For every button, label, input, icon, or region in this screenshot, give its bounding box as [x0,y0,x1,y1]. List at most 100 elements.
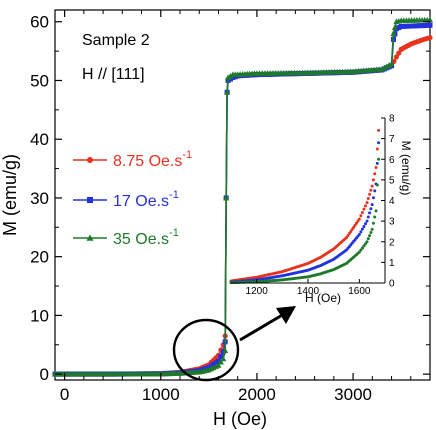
legend-label-exponent-1: -1 [169,189,179,201]
series-2-point-70 [225,74,232,80]
series-2-point-68 [223,194,230,201]
series-1-point-146 [419,23,425,29]
inset-y-axis-label: M (emu/g) [399,141,413,196]
inset-series-0-point-94 [368,192,372,196]
legend-label-0: 8.75 Oe.s-1 [113,149,192,170]
inset-series-2-point-94 [368,234,372,238]
series-1-point-139 [401,23,407,29]
inset-series-1-point-91 [363,222,367,226]
inset-series-1-point-89 [360,227,364,231]
inset-series-2-point-89 [360,246,364,250]
inset-series-2-point-92 [365,240,369,244]
inset-series-0-point-99 [374,166,378,169]
y-tick-label-4: 40 [30,130,49,149]
series-0-point-136 [396,50,402,56]
inset-series-1-point-87 [357,233,361,237]
inset-series-1-point-90 [362,224,366,228]
inset-series-1-point-97 [371,196,375,200]
legend-label-exponent-0: -1 [182,149,192,161]
series-1-point-148 [424,22,430,28]
legend-marker-2 [86,234,94,241]
legend-label-2: 35 Oe.s-1 [113,227,179,248]
series-2-point-64 [215,362,222,368]
inset-y-tick-label-8: 8 [389,114,395,125]
inset-series-1-point-88 [359,230,363,234]
legend-marker-0 [87,157,93,163]
x-tick-label-1: 1000 [142,385,180,404]
inset-series-0-point-89 [360,210,364,214]
x-axis-label: H (Oe) [213,409,267,429]
inset-series-1-point-101 [377,141,381,145]
y-tick-label-6: 60 [30,13,49,32]
series-2-point-71 [227,72,234,79]
inset-series-0-point-92 [365,201,369,205]
inset-series-0-point-96 [370,184,374,188]
zoom-arrow-line [239,312,285,342]
inset-series-2-point-96 [370,227,374,231]
inset-y-tick-label-2: 2 [389,237,395,248]
annotation-sample: Sample 2 [82,32,150,49]
series-1-point-147 [422,22,428,28]
inset-series-2-point-90 [362,244,366,248]
legend-label-exponent-2: -1 [169,227,179,239]
zoom-arrow-head [276,306,296,324]
inset-y-tick-label-6: 6 [389,155,395,166]
series-2-point-149 [427,16,433,23]
inset-series-1-point-93 [366,215,370,219]
inset-x-tick-label-2: 1600 [348,286,371,297]
inset-plot: 1200 1400 1600 0 1 2 3 4 5 6 7 8 H (Oe) M (emu/g) [229,114,413,305]
inset-series-0-point-91 [363,204,367,208]
inset-series-2-point-93 [366,237,370,241]
y-tick-label-1: 10 [30,306,49,325]
x-tick-label-0: 0 [60,385,69,404]
series-2-point-133 [388,60,395,67]
series-1-point-145 [417,23,423,29]
legend-label-1: 17 Oe.s-1 [113,189,179,210]
series-1-point-149 [427,22,433,28]
series-1-point-143 [411,23,417,29]
inset-series-0-point-88 [359,214,363,218]
inset-series-2-point-99 [374,209,378,213]
annotation-field-direction: H // [111] [82,66,145,83]
inset-series-2-point-87 [357,250,361,254]
series-2-point-65 [217,358,224,365]
inset-series-2-point-91 [363,242,367,246]
inset-series-0-point-87 [357,217,361,221]
inset-x-tick-label-1: 1400 [297,286,320,297]
inset-series-0-point-90 [362,207,366,211]
y-tick-label-5: 50 [30,71,49,90]
series-line-0 [55,36,431,375]
inset-series-0-point-98 [373,172,377,176]
y-tick-label-2: 20 [30,248,49,267]
x-tick-label-3: 3000 [334,385,372,404]
inset-series-2-point-88 [359,248,363,252]
y-axis-label: M (emu/g) [0,154,20,236]
series-0-point-135 [393,54,399,60]
series-2-point-135 [391,24,398,31]
series-2-point-134 [390,30,397,36]
zoom-region-ellipse [172,318,240,382]
inset-series-0-point-93 [366,196,370,200]
series-1-point-141 [406,23,412,29]
series-2-point-69 [224,89,231,95]
inset-series-0-point-100 [375,147,379,151]
legend: 8.75 Oe.s-1 17 Oe.s-1 35 Oe.s-1 [73,149,192,248]
inset-series-1-point-96 [370,203,374,207]
inset-y-tick-label-4: 4 [389,196,395,207]
inset-series-2-point-97 [371,221,375,225]
inset-y-tick-label-1: 1 [389,258,395,269]
y-tick-label-0: 0 [40,365,49,384]
series-1-point-144 [414,23,420,29]
main-plot-frame [54,9,431,381]
inset-series-0-point-95 [369,188,373,192]
legend-marker-1 [87,197,93,203]
inset-series-1-point-98 [373,189,377,193]
x-tick-label-2: 2000 [238,385,276,404]
inset-x-tick-label-0: 1200 [246,286,269,297]
series-0-point-149 [427,35,433,41]
inset-series-1-point-92 [365,219,369,223]
inset-y-tick-label-3: 3 [389,217,395,228]
series-1-point-140 [403,23,409,29]
series-1-point-65 [218,354,224,360]
